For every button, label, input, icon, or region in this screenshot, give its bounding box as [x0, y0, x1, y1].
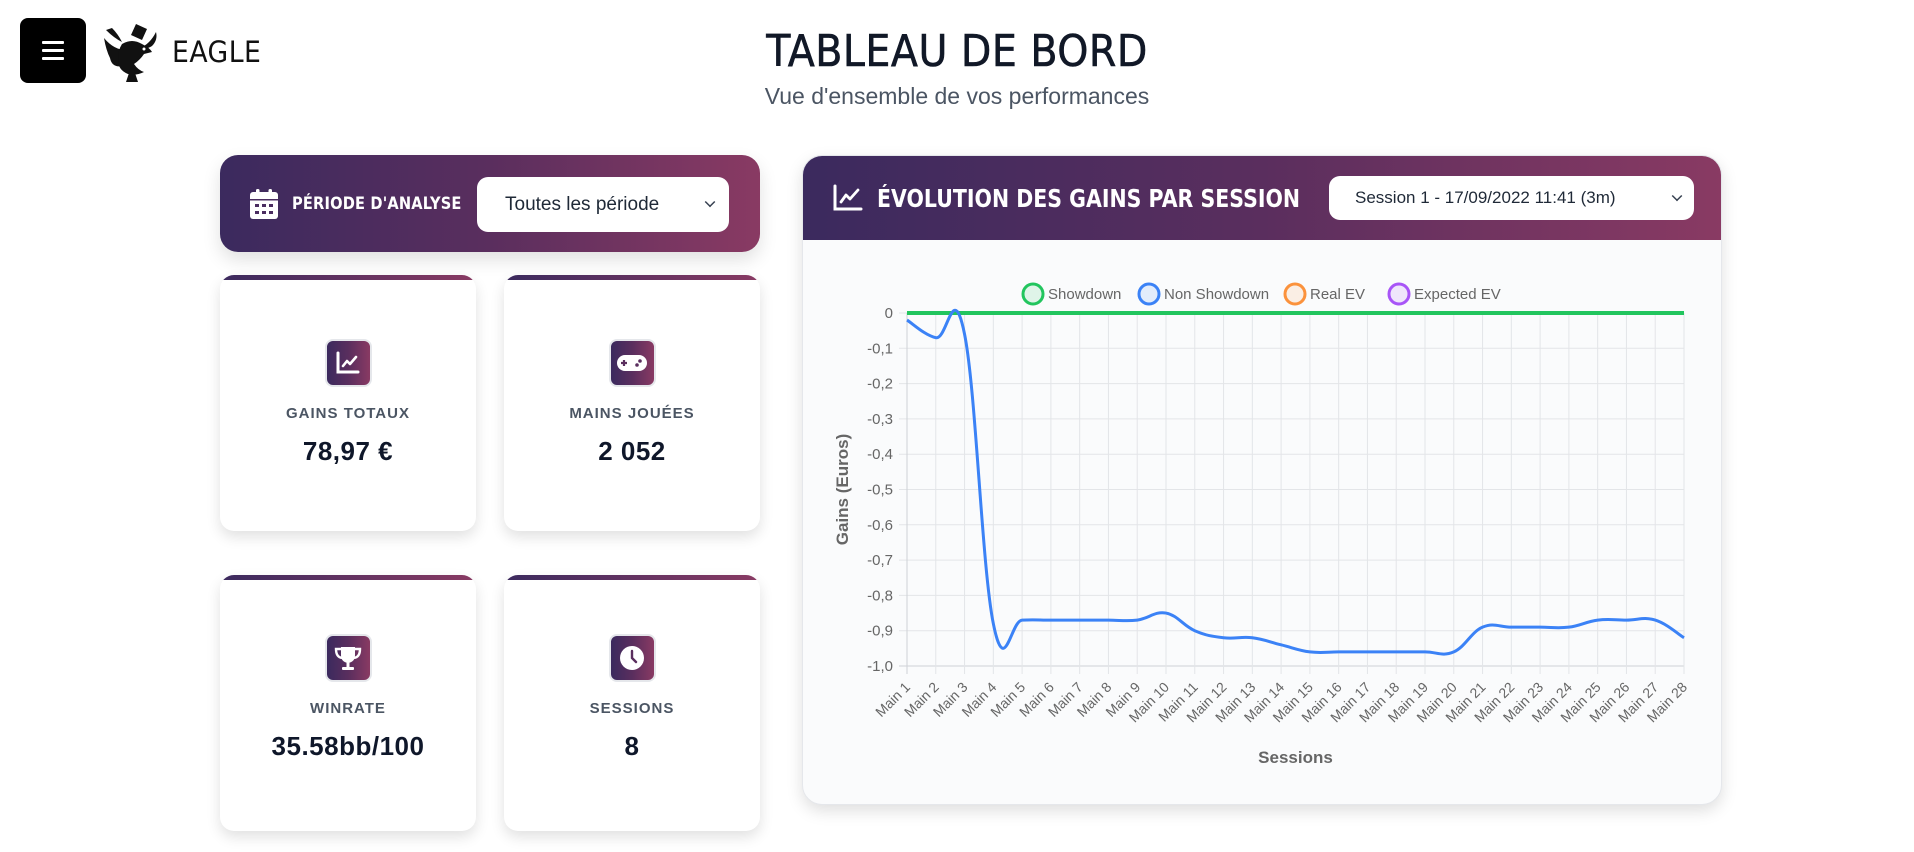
period-select[interactable]: Toutes les période	[477, 177, 729, 232]
y-tick-label: 0	[885, 305, 893, 322]
stat-card-winrate: WINRATE 35.58bb/100	[220, 575, 476, 831]
brand[interactable]: EAGLE	[100, 20, 269, 84]
stat-card-hands: MAINS JOUÉES 2 052	[504, 275, 760, 531]
stat-label: WINRATE	[310, 700, 386, 717]
stat-card-sessions: SESSIONS 8	[504, 575, 760, 831]
y-tick-label: -0,6	[867, 517, 893, 534]
y-tick-label: -1,0	[867, 658, 893, 675]
period-select-value: Toutes les période	[505, 193, 660, 215]
legend-label[interactable]: Non Showdown	[1164, 286, 1269, 303]
clock-icon	[608, 634, 656, 682]
page-subtitle: Vue d'ensemble de vos performances	[764, 83, 1150, 109]
chart-header: ÉVOLUTION DES GAINS PAR SESSION Session …	[803, 156, 1721, 240]
y-axis-title: Gains (Euros)	[833, 434, 852, 545]
chevron-down-icon	[704, 196, 716, 208]
hamburger-icon	[42, 41, 64, 44]
series-line-non-showdown[interactable]	[906, 308, 1685, 656]
session-select[interactable]: Session 1 - 17/09/2022 11:41 (3m)	[1329, 176, 1694, 220]
session-select-value: Session 1 - 17/09/2022 11:41 (3m)	[1355, 188, 1616, 207]
legend-label[interactable]: Expected EV	[1414, 286, 1501, 303]
page-header: TABLEAU DE BORD Vue d'ensemble de vos pe…	[0, 26, 1914, 110]
period-filter-bar: PÉRIODE D'ANALYSE Toutes les période	[220, 155, 760, 252]
y-tick-label: -0,9	[867, 623, 893, 640]
menu-button[interactable]	[20, 18, 86, 83]
stat-card-gains: GAINS TOTAUX 78,97 €	[220, 275, 476, 531]
chart-title: ÉVOLUTION DES GAINS PAR SESSION	[877, 183, 1301, 213]
legend-marker[interactable]	[1387, 282, 1411, 306]
calendar-icon	[250, 188, 278, 219]
stat-label: MAINS JOUÉES	[569, 405, 695, 422]
y-tick-label: -0,8	[867, 587, 893, 604]
legend-label[interactable]: Real EV	[1310, 286, 1365, 303]
stat-value: 78,97 €	[302, 436, 394, 466]
stat-label: GAINS TOTAUX	[286, 405, 410, 422]
chart-line-icon	[324, 339, 372, 387]
gains-line-chart[interactable]: 0 -0,1 -0,2 -0,3 -0,4 -0,5 -0,6 -0,7 -0,8 -0,9 -1,…	[803, 240, 1722, 805]
page-title: TABLEAU DE BORD	[766, 26, 1148, 78]
legend-marker[interactable]	[1021, 282, 1045, 306]
y-tick-label: -0,5	[867, 482, 893, 499]
y-tick-label: -0,7	[867, 552, 893, 569]
x-axis-title: Sessions	[1258, 748, 1333, 767]
legend-marker[interactable]	[1137, 282, 1161, 306]
gamepad-icon	[608, 339, 656, 387]
stat-label: SESSIONS	[589, 700, 675, 717]
chevron-down-icon	[1671, 190, 1683, 201]
stat-value: 8	[624, 731, 640, 761]
legend-marker[interactable]	[1283, 282, 1307, 306]
y-tick-label: -0,4	[867, 446, 893, 463]
eagle-logo-icon	[104, 24, 157, 82]
legend-label[interactable]: Showdown	[1048, 286, 1121, 303]
y-tick-label: -0,2	[867, 376, 893, 393]
period-label: PÉRIODE D'ANALYSE	[292, 193, 462, 214]
y-tick-label: -0,3	[867, 411, 893, 428]
stat-value: 35.58bb/100	[271, 731, 425, 761]
gains-chart-panel: ÉVOLUTION DES GAINS PAR SESSION Session …	[802, 155, 1722, 805]
y-tick-label: -0,1	[867, 340, 893, 357]
trophy-icon	[324, 634, 372, 682]
stat-value: 2 052	[598, 436, 666, 466]
brand-name: EAGLE	[172, 35, 262, 69]
chart-line-icon	[833, 184, 863, 211]
